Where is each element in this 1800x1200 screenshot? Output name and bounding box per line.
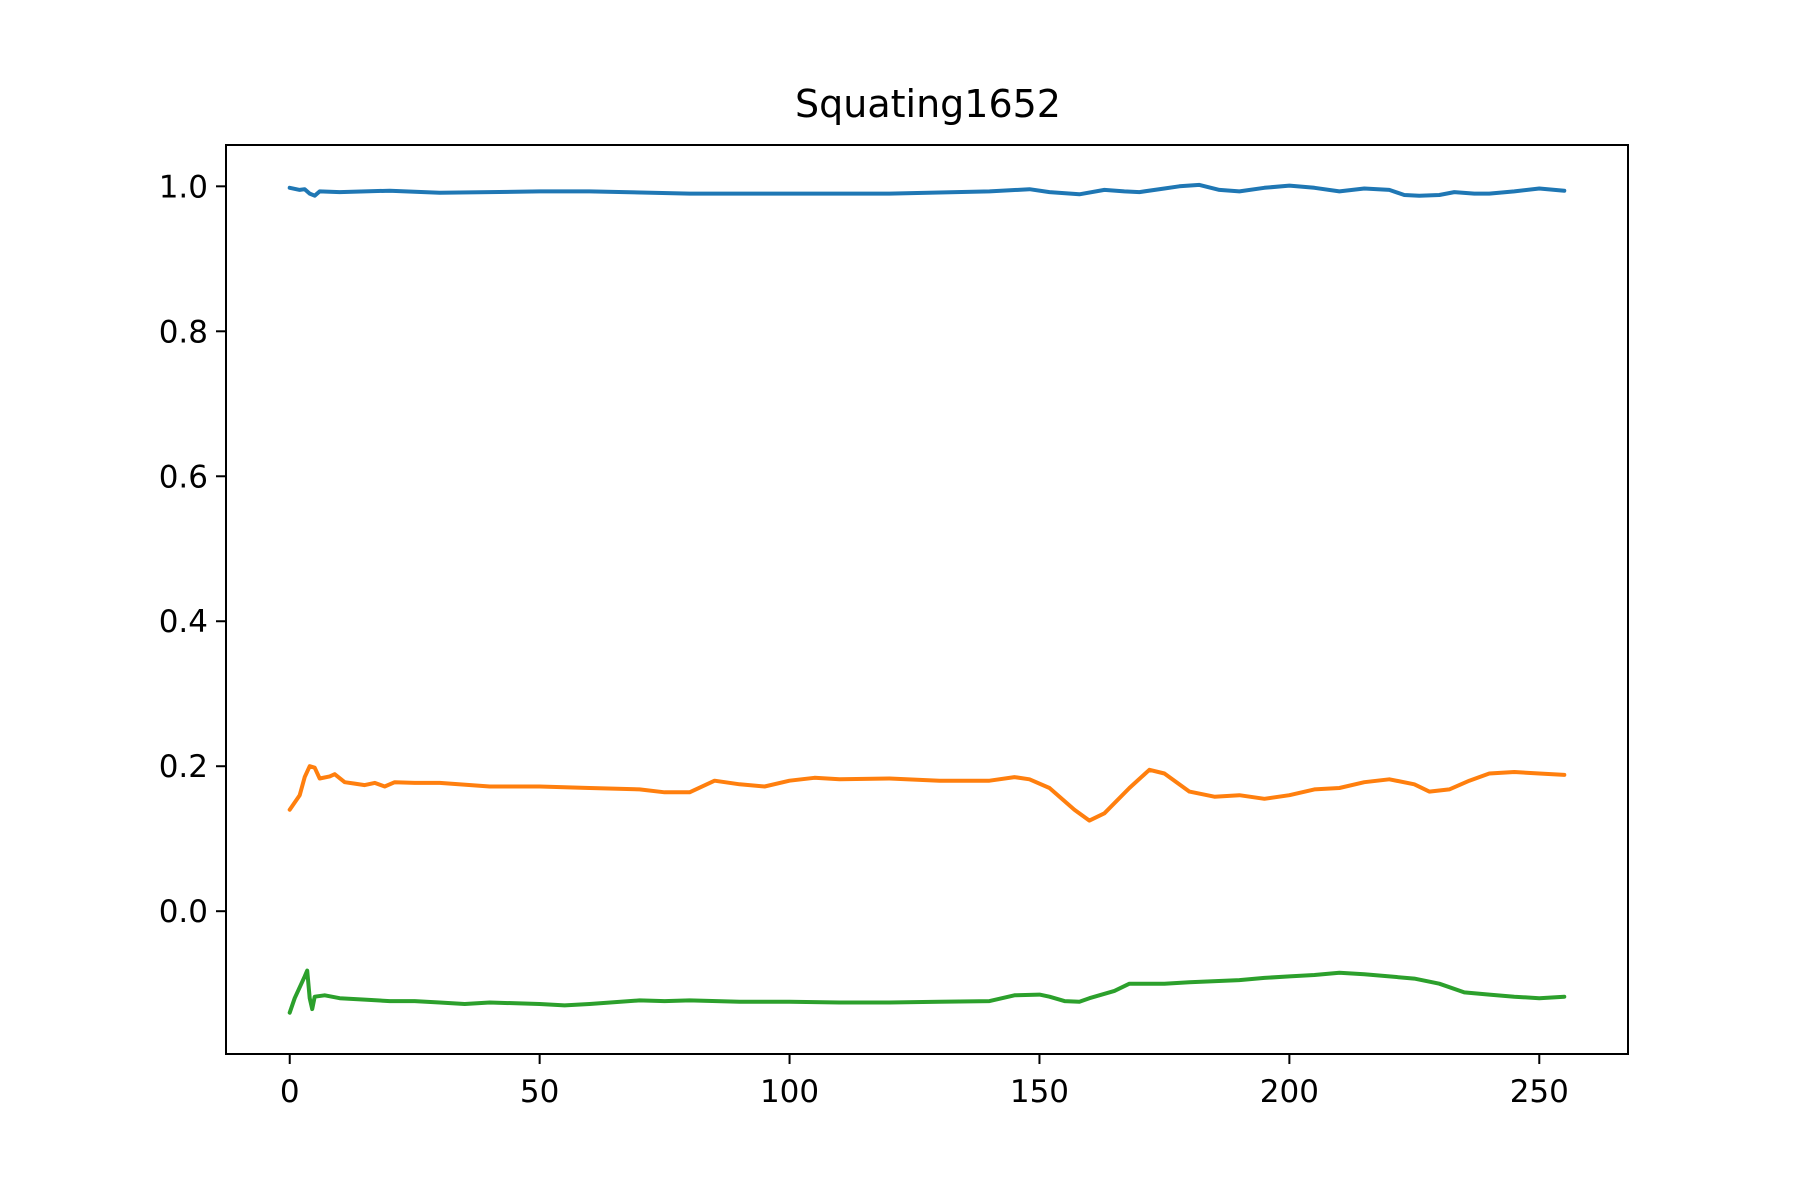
y-tick-label: 0.4 <box>159 604 208 640</box>
x-tick-label: 0 <box>280 1074 300 1110</box>
series-line-3 <box>287 968 1567 1015</box>
x-tick-label: 50 <box>520 1074 559 1110</box>
chart-title: Squating1652 <box>795 82 1061 126</box>
x-tick-label: 250 <box>1510 1074 1569 1110</box>
x-tick-label: 150 <box>1010 1074 1069 1110</box>
y-tick-label: 1.0 <box>159 169 208 205</box>
x-tick-label: 200 <box>1260 1074 1319 1110</box>
x-axis: 0 50 100 150 200 250 <box>280 1054 1569 1110</box>
y-tick-label: 0.8 <box>159 314 208 350</box>
series-line-1 <box>287 182 1567 198</box>
series-layer <box>287 182 1567 1015</box>
y-tick-label: 0.2 <box>159 749 208 785</box>
y-axis: 0.0 0.2 0.4 0.6 0.8 1.0 <box>159 169 226 930</box>
x-tick-label: 100 <box>760 1074 819 1110</box>
series-line-2 <box>287 764 1567 823</box>
y-tick-label: 0.0 <box>159 894 208 930</box>
y-tick-label: 0.6 <box>159 459 208 495</box>
plot-area-frame <box>225 144 1629 1055</box>
